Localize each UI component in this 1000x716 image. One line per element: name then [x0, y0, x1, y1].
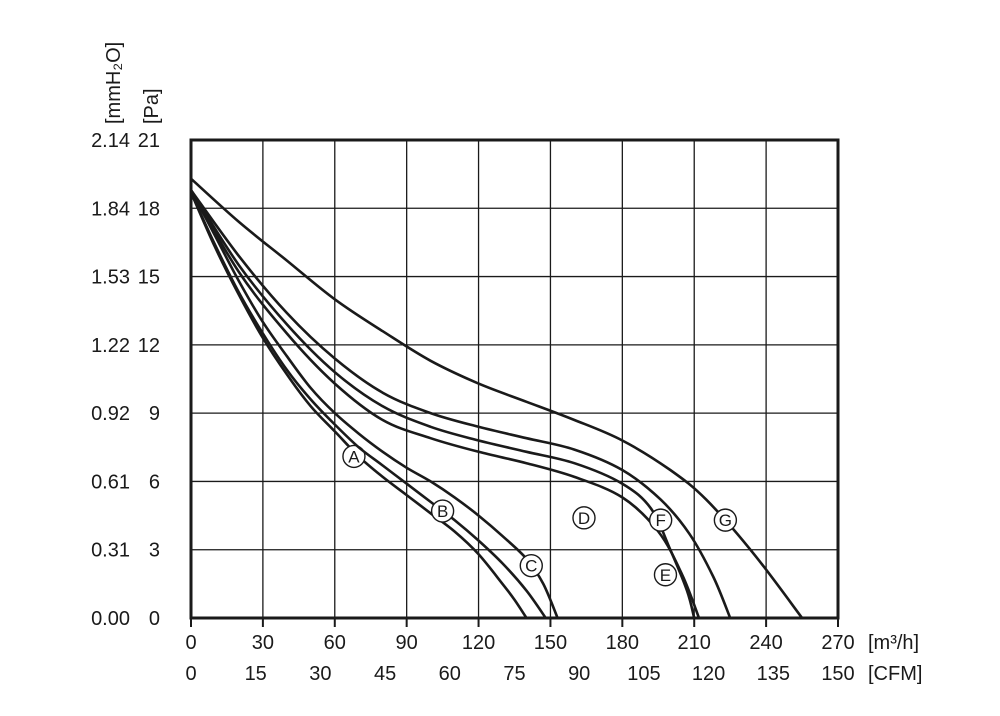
x-secondary-tick-label: 75	[503, 663, 525, 685]
y-primary-tick-label: 3	[149, 540, 160, 562]
x-secondary-tick-label: 45	[374, 663, 396, 685]
curve-f-marker	[648, 508, 673, 532]
x-secondary-unit-label: [CFM]	[868, 663, 922, 685]
y-primary-tick-label: 6	[149, 471, 160, 493]
y-secondary-tick-label: 0.92	[91, 403, 130, 425]
x-primary-unit-label: [m³/h]	[868, 632, 919, 654]
curve-b-marker	[430, 499, 455, 523]
curve-a	[189, 191, 528, 620]
plot-frame	[189, 138, 840, 620]
y-secondary-tick-label: 1.22	[91, 335, 130, 357]
curve-f-label: F	[655, 511, 665, 530]
curve-a-marker	[342, 444, 366, 469]
curve-c	[189, 188, 559, 620]
x-primary-tick-label: 150	[534, 632, 567, 654]
y-secondary-tick-label: 0.31	[91, 540, 130, 562]
curve-e	[189, 188, 696, 620]
y-secondary-tick-label: 1.84	[91, 198, 130, 220]
x-secondary-tick-label: 120	[692, 663, 725, 685]
series-curves: A B C D E F G	[189, 177, 804, 620]
x-secondary-tick-label: 90	[568, 663, 590, 685]
curve-b-label: B	[437, 502, 448, 521]
x-primary-tick-label: 180	[606, 632, 639, 654]
curve-c-marker	[519, 553, 543, 578]
y-primary-tick-label: 9	[149, 403, 160, 425]
curve-b	[189, 191, 547, 620]
x-secondary-tick-label: 105	[627, 663, 660, 685]
x-primary-tick-label: 210	[678, 632, 711, 654]
x-secondary-tick-label: 0	[185, 663, 196, 685]
x-primary-tick-label: 120	[462, 632, 495, 654]
curve-g-label: G	[719, 511, 732, 530]
x-secondary-tick-label: 135	[757, 663, 790, 685]
x-primary-tick-label: 0	[185, 632, 196, 654]
curve-d-label: D	[578, 509, 590, 528]
curve-e-marker	[653, 563, 678, 587]
y-primary-unit-label: [Pa]	[141, 88, 163, 124]
y-primary-tick-label: 21	[138, 130, 160, 152]
curve-c-label: C	[525, 557, 537, 576]
y-secondary-tick-label: 1.53	[91, 267, 130, 289]
y-primary-tick-label: 15	[138, 267, 160, 289]
x-primary-tick-label: 240	[749, 632, 782, 654]
y-secondary-tick-label: 2.14	[91, 130, 130, 152]
x-primary-tick-label: 90	[396, 632, 418, 654]
y-secondary-tick-label: 0.00	[91, 608, 130, 630]
curve-a-label: A	[348, 447, 360, 466]
x-secondary-tick-label: 15	[245, 663, 267, 685]
x-secondary-tick-label: 150	[821, 663, 854, 685]
curve-e-label: E	[660, 566, 671, 585]
curve-g	[189, 177, 804, 620]
y-primary-tick-label: 12	[138, 335, 160, 357]
y-primary-tick-label: 0	[149, 608, 160, 630]
x-primary-tick-label: 30	[252, 632, 274, 654]
x-secondary-tick-label: 30	[309, 663, 331, 685]
curve-g-marker	[713, 508, 738, 532]
y-primary-tick-label: 18	[138, 198, 160, 220]
y-secondary-unit-label: [mmH₂O]	[103, 42, 125, 124]
grid	[191, 140, 838, 618]
y-secondary-tick-label: 0.61	[91, 471, 130, 493]
x-primary-tick-label: 270	[821, 632, 854, 654]
x-primary-tick-label: 60	[324, 632, 346, 654]
curve-f	[189, 188, 732, 620]
x-secondary-tick-label: 60	[439, 663, 461, 685]
curve-d-marker	[572, 506, 596, 530]
